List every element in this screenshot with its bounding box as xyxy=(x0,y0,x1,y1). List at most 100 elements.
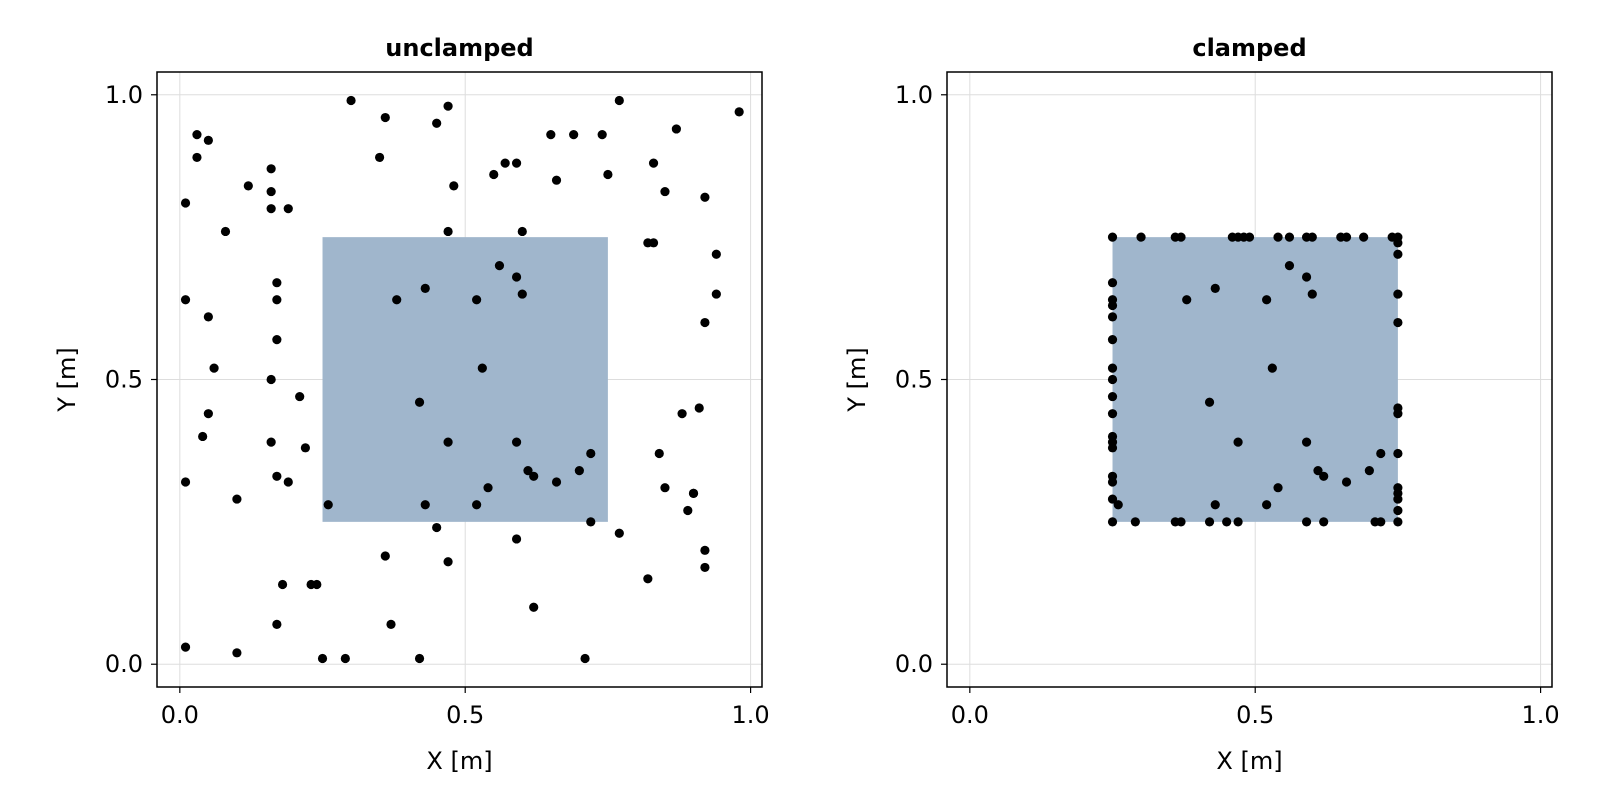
scatter-point xyxy=(1107,335,1118,345)
scatter-point xyxy=(1107,443,1118,453)
scatter-point xyxy=(511,272,522,282)
clamp-region xyxy=(322,237,608,522)
scatter-point xyxy=(511,437,522,447)
scatter-point xyxy=(192,130,202,140)
scatter-point xyxy=(1319,471,1329,481)
scatter-point xyxy=(1284,232,1295,242)
x-axis-label: X [m] xyxy=(426,747,492,775)
scatter-point xyxy=(1182,295,1192,305)
scatter-point xyxy=(266,437,276,447)
scatter-point xyxy=(1233,517,1243,527)
scatter-point xyxy=(300,443,310,453)
scatter-point xyxy=(700,317,710,328)
scatter-point xyxy=(517,289,527,299)
scatter-point xyxy=(546,130,556,140)
scatter-point xyxy=(683,505,693,516)
plot-area: 0.0 0.5 1.0 0.0 0.5 1.0 xyxy=(105,71,770,729)
scatter-point xyxy=(489,169,499,180)
scatter-point xyxy=(1301,517,1312,527)
scatter-point xyxy=(420,283,430,293)
scatter-point xyxy=(449,181,459,191)
scatter-point xyxy=(1176,517,1186,527)
plot-area: 0.0 0.5 1.0 0.0 0.5 1.0 xyxy=(895,71,1560,729)
scatter-point xyxy=(660,186,670,197)
scatter-point xyxy=(203,312,213,322)
plot-title: clamped xyxy=(1192,34,1306,62)
scatter-point xyxy=(277,579,288,590)
scatter-point xyxy=(1107,409,1118,419)
scatter-point xyxy=(477,363,487,373)
scatter-point xyxy=(614,95,624,106)
x-axis-label: X [m] xyxy=(1216,747,1282,775)
scatter-point xyxy=(420,500,430,510)
scatter-point xyxy=(266,186,276,197)
scatter-point xyxy=(700,562,710,573)
scatter-point xyxy=(203,409,213,419)
y-axis-label: Y [m] xyxy=(53,347,81,412)
scatter-point xyxy=(1301,437,1312,447)
scatter-point xyxy=(586,448,596,459)
scatter-point xyxy=(1204,517,1215,527)
scatter-point xyxy=(1107,278,1118,288)
scatter-point xyxy=(1107,300,1118,311)
scatter-point xyxy=(203,135,213,145)
scatter-point xyxy=(1107,477,1118,487)
scatter-point xyxy=(671,124,681,134)
scatter-point xyxy=(180,642,191,652)
scatter-point xyxy=(694,403,704,413)
scatter-point xyxy=(603,169,613,180)
scatter-point xyxy=(1107,391,1118,402)
scatter-point xyxy=(272,278,282,288)
scatter-point xyxy=(1210,500,1220,510)
plot-title: unclamped xyxy=(385,34,533,62)
scatter-point xyxy=(374,152,385,163)
scatter-point xyxy=(643,574,653,584)
scatter-point xyxy=(198,431,208,442)
scatter-point xyxy=(1107,363,1118,373)
scatter-point xyxy=(1393,403,1403,413)
scatter-point xyxy=(472,500,482,510)
scatter-point xyxy=(500,158,510,168)
scatter-point xyxy=(346,95,356,106)
scatter-point xyxy=(443,557,453,567)
scatter-point xyxy=(677,409,687,419)
scatter-point xyxy=(711,289,721,299)
scatter-point xyxy=(1393,317,1403,328)
scatter-point xyxy=(1113,500,1123,510)
scatter-point xyxy=(1341,232,1352,242)
scatter-point xyxy=(414,397,425,407)
scatter-point xyxy=(1210,283,1220,293)
x-tick-label: 0.5 xyxy=(1236,701,1274,729)
scatter-point xyxy=(1267,363,1277,373)
scatter-point xyxy=(283,477,293,487)
scatter-point xyxy=(232,648,242,658)
scatter-point xyxy=(517,226,527,237)
scatter-point xyxy=(1393,483,1403,493)
scatter-point xyxy=(1319,517,1329,527)
scatter-point xyxy=(654,448,664,459)
scatter-point xyxy=(312,579,322,590)
scatter-point xyxy=(1244,232,1255,242)
panel-clamped: 0.0 0.5 1.0 0.0 0.5 1.0 clamped X [m] Y [m] xyxy=(843,34,1560,775)
scatter-point xyxy=(597,130,607,140)
scatter-point xyxy=(380,551,390,561)
scatter-point xyxy=(1107,232,1118,242)
scatter-point xyxy=(1341,477,1352,487)
scatter-point xyxy=(1107,374,1118,385)
scatter-point xyxy=(209,363,219,373)
scatter-point xyxy=(1262,295,1272,305)
scatter-point xyxy=(614,528,624,538)
scatter-point xyxy=(483,483,493,493)
scatter-point xyxy=(1301,272,1312,282)
scatter-point xyxy=(1233,437,1243,447)
scatter-point xyxy=(1204,397,1215,407)
scatter-point xyxy=(734,107,744,117)
scatter-point xyxy=(1393,517,1403,527)
scatter-point xyxy=(648,158,659,168)
scatter-point xyxy=(272,295,282,305)
scatter-point xyxy=(1393,238,1403,248)
scatter-point xyxy=(1376,517,1386,527)
scatter-point xyxy=(551,477,562,487)
scatter-point xyxy=(443,226,453,237)
scatter-point xyxy=(220,226,231,237)
